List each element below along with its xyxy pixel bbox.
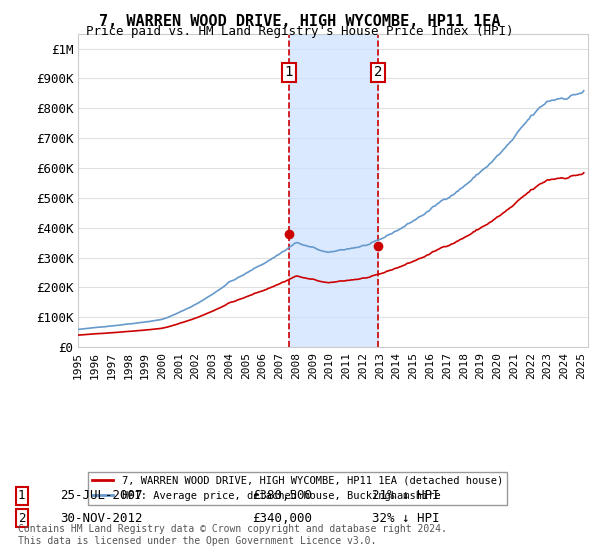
Text: £380,500: £380,500	[252, 489, 312, 502]
Text: 25-JUL-2007: 25-JUL-2007	[60, 489, 143, 502]
Text: Price paid vs. HM Land Registry's House Price Index (HPI): Price paid vs. HM Land Registry's House …	[86, 25, 514, 38]
Text: 2: 2	[374, 66, 383, 80]
Text: 2: 2	[18, 511, 25, 525]
Text: 7, WARREN WOOD DRIVE, HIGH WYCOMBE, HP11 1EA: 7, WARREN WOOD DRIVE, HIGH WYCOMBE, HP11…	[99, 14, 501, 29]
Legend: 7, WARREN WOOD DRIVE, HIGH WYCOMBE, HP11 1EA (detached house), HPI: Average pric: 7, WARREN WOOD DRIVE, HIGH WYCOMBE, HP11…	[88, 472, 507, 505]
Text: £340,000: £340,000	[252, 511, 312, 525]
Text: 1: 1	[18, 489, 25, 502]
Bar	[289, 34, 379, 347]
Text: 21% ↓ HPI: 21% ↓ HPI	[372, 489, 439, 502]
Text: 1: 1	[284, 66, 293, 80]
Text: Contains HM Land Registry data © Crown copyright and database right 2024.
This d: Contains HM Land Registry data © Crown c…	[18, 524, 447, 546]
Text: 32% ↓ HPI: 32% ↓ HPI	[372, 511, 439, 525]
Text: 30-NOV-2012: 30-NOV-2012	[60, 511, 143, 525]
